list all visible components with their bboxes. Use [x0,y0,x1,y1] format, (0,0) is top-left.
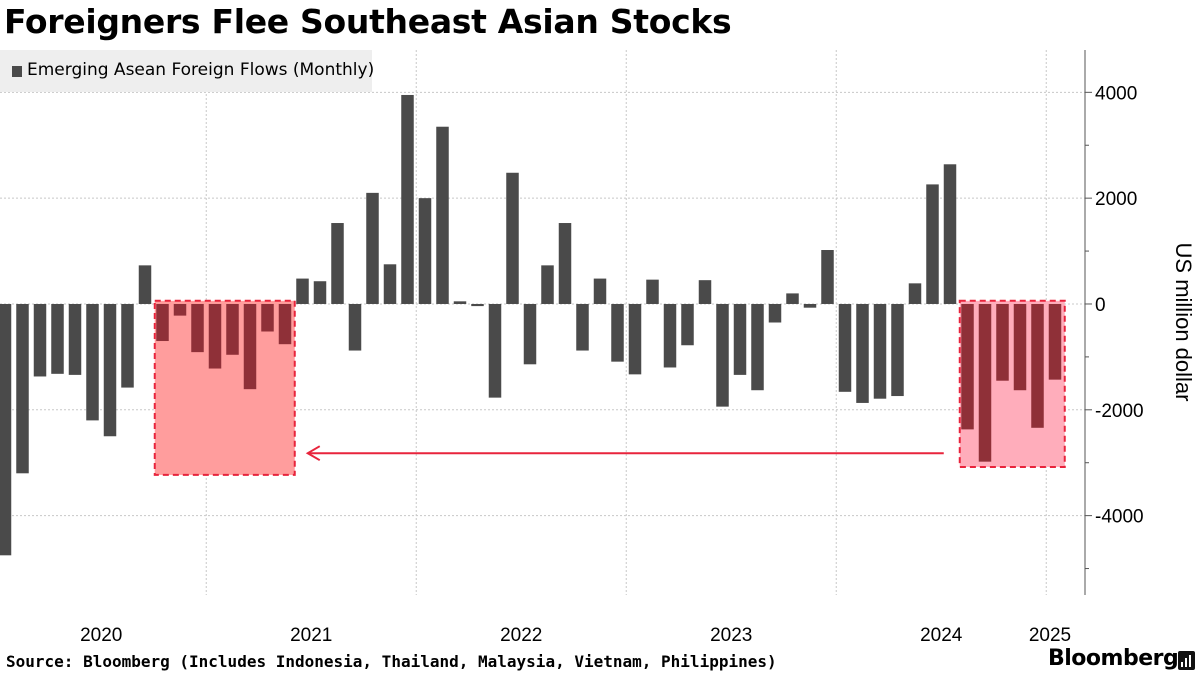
bar-34 [593,278,607,304]
bar-29 [506,172,519,304]
bar-33 [576,303,589,351]
y-tick-label--4000: -4000 [1095,507,1144,528]
bar-3 [51,303,64,374]
bar-59 [1031,303,1044,428]
bar-18 [313,281,327,304]
bar-50 [873,303,887,399]
bar-32 [558,223,572,304]
brand-logo: Bloomberg [1048,646,1179,671]
bar-39 [681,303,694,346]
bar-43 [751,303,764,391]
bar-44 [768,303,782,323]
bar-10 [173,303,187,316]
bar-54 [943,164,957,304]
y-tick-label--2000: -2000 [1095,401,1144,422]
bar-20 [348,303,362,351]
bar-31 [541,265,554,304]
bar-9 [156,303,169,342]
bar-14 [243,303,257,390]
x-year-label-2025: 2025 [1029,625,1071,646]
bar-4 [68,303,82,375]
bar-36 [628,303,642,375]
bloomberg-terminal-icon [1178,651,1195,670]
bar-58 [1013,303,1027,391]
bar-5 [86,303,99,421]
y-axis: 4000 2000 0 -2000 -4000 [1084,50,1144,595]
x-year-label-2023: 2023 [710,625,752,646]
x-year-label-2024: 2024 [920,625,963,646]
legend [0,50,372,92]
bar-21 [366,192,379,304]
bar-40 [698,280,712,304]
bar-46 [803,303,817,308]
highlight-box-2024 [958,299,1066,468]
bar-27 [471,303,484,307]
bar-52 [908,283,922,304]
bar-30 [523,303,537,365]
bar-13 [226,303,239,355]
bar-60 [1048,303,1062,380]
legend-label: Emerging Asean Foreign Flows (Monthly) [27,60,375,80]
bar-53 [926,184,939,304]
bar-1 [16,303,29,474]
y-tick-label-0: 0 [1095,295,1106,316]
bar-49 [856,303,869,403]
bar-57 [996,303,1009,381]
bar-25 [436,126,449,304]
annotation-arrow [305,445,944,462]
bar-55 [961,303,974,430]
x-axis-labels: 2020 2021 2022 2023 2024 2025 [80,625,1071,646]
legend-swatch [12,66,22,77]
bar-26 [453,301,467,304]
source-note: Source: Bloomberg (Includes Indonesia, T… [6,652,777,671]
bar-12 [208,303,222,369]
y-tick-label-4000: 4000 [1095,83,1137,104]
bar-19 [331,223,344,304]
bar-11 [191,303,204,353]
bar-2 [33,303,47,377]
bar-48 [838,303,852,392]
bar-42 [733,303,747,375]
chart-title: Foreigners Flee Southeast Asian Stocks [4,2,732,41]
bar-series [0,94,1062,556]
bar-7 [121,303,134,388]
bar-16 [278,303,292,345]
x-year-label-2020: 2020 [80,625,122,646]
bar-45 [786,293,799,304]
bar-56 [978,303,992,462]
bar-28 [488,303,502,398]
x-year-label-2021: 2021 [290,625,332,646]
y-axis-title: US million dollar [1171,243,1196,402]
bar-22 [383,264,397,304]
bar-35 [611,303,624,362]
bar-24 [418,198,432,304]
x-year-label-2022: 2022 [500,625,542,646]
bar-51 [891,303,904,397]
bar-17 [296,278,309,304]
bar-38 [663,303,677,368]
bar-15 [261,303,274,332]
bar-23 [401,94,414,304]
bar-8 [138,265,152,304]
y-tick-label-2000: 2000 [1095,189,1137,210]
bar-47 [821,250,834,304]
bar-6 [103,303,117,437]
bar-0 [0,303,12,556]
arrow-head [305,445,321,462]
bar-41 [716,303,729,407]
bar-37 [646,279,659,304]
